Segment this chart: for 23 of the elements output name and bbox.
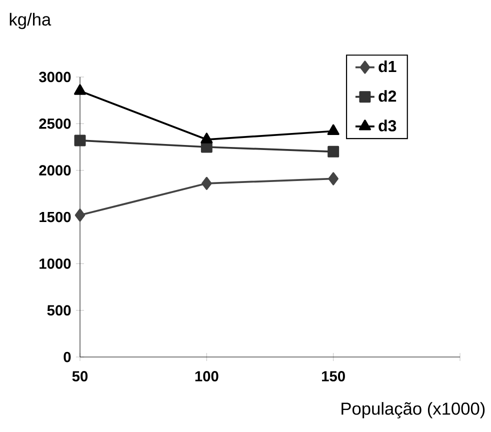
- point: [74, 208, 86, 222]
- legend-label: d1: [378, 60, 396, 72]
- y-tick-label: 1500: [40, 212, 71, 222]
- y-axis-title: kg/ha: [10, 12, 52, 30]
- x-axis-title: População (x1000): [342, 402, 485, 418]
- y-tick-label: 1000: [40, 258, 71, 269]
- legend-label: d2: [378, 90, 396, 102]
- y-tick-label: 2500: [39, 118, 71, 129]
- point: [200, 132, 213, 144]
- point: [74, 84, 86, 95]
- point: [327, 124, 340, 135]
- y-tick-label: 500: [47, 305, 71, 316]
- point: [74, 134, 86, 146]
- legend-label: d3: [378, 120, 396, 132]
- point: [202, 176, 212, 190]
- point: [328, 172, 338, 186]
- y-tick-label: 2000: [39, 165, 71, 176]
- x-tick-label: 50: [72, 371, 88, 382]
- x-tick-label: 150: [322, 371, 345, 382]
- y-tick-label: 3000: [39, 72, 71, 82]
- point: [328, 146, 340, 158]
- x-tick-label: 100: [195, 371, 218, 382]
- y-tick-label: 0: [64, 352, 71, 362]
